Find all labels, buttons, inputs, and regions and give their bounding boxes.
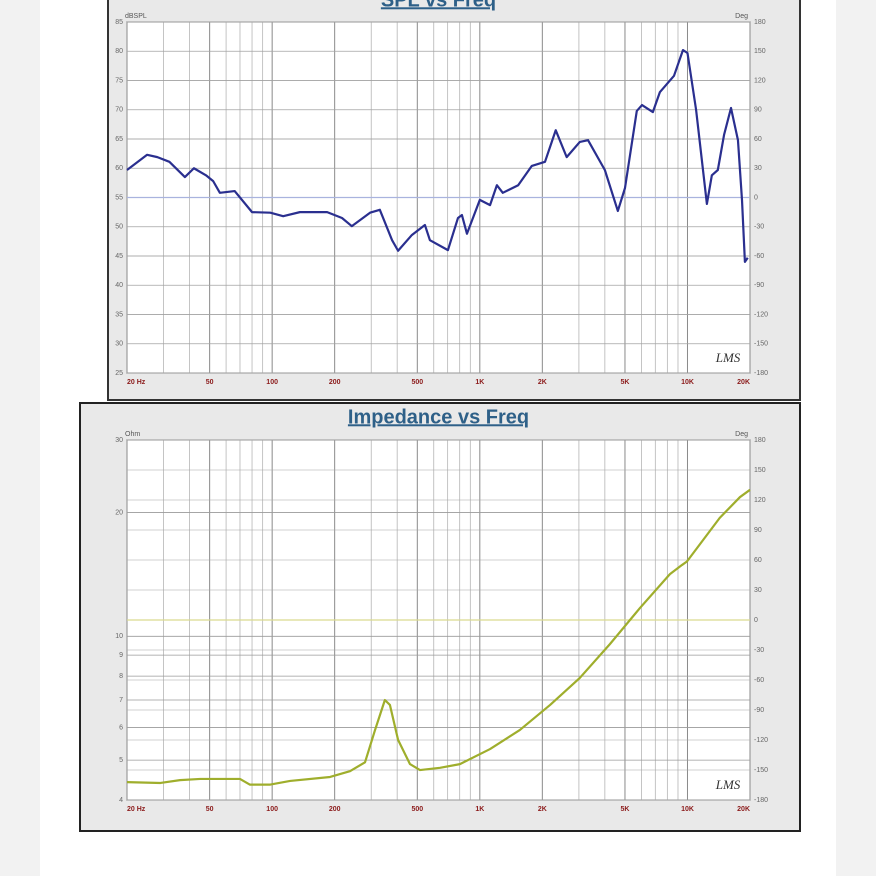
y2-tick-label: -120 — [754, 737, 768, 744]
y2-tick-label: 0 — [754, 194, 758, 201]
x-tick-label: 20 Hz — [127, 806, 146, 813]
x-tick-label: 200 — [329, 379, 341, 386]
y2-tick-label: -150 — [754, 341, 768, 348]
y-tick-label: 4 — [119, 797, 123, 804]
y2-tick-label: 120 — [754, 497, 766, 504]
watermark: LMS — [715, 777, 741, 792]
y-tick-label: 75 — [115, 77, 123, 84]
x-tick-label: 200 — [329, 806, 341, 813]
y-tick-label: 7 — [119, 697, 123, 704]
y-tick-label: 85 — [115, 19, 123, 26]
chart-title: Impedance vs Freq — [348, 406, 529, 428]
x-tick-label: 10K — [681, 379, 694, 386]
y-tick-label: 50 — [115, 224, 123, 231]
x-tick-label: 10K — [681, 806, 694, 813]
y2-tick-label: 180 — [754, 437, 766, 444]
y2-tick-label: -180 — [754, 797, 768, 804]
x-tick-label: 1K — [475, 379, 484, 386]
x-tick-label: 1K — [475, 806, 484, 813]
x-tick-label: 100 — [266, 379, 278, 386]
y2-tick-label: 60 — [754, 136, 762, 143]
y2-tick-label: -120 — [754, 311, 768, 318]
y2-tick-label: 150 — [754, 467, 766, 474]
x-tick-label: 2K — [538, 806, 547, 813]
y-tick-label: 30 — [115, 341, 123, 348]
y-tick-label: 65 — [115, 136, 123, 143]
y2-tick-label: -180 — [754, 370, 768, 377]
y-tick-label: 55 — [115, 194, 123, 201]
y-tick-label: 60 — [115, 165, 123, 172]
y2-tick-label: 90 — [754, 527, 762, 534]
x-tick-label: 20 Hz — [127, 379, 146, 386]
y2-axis-label: Deg — [735, 431, 748, 438]
x-tick-label: 50 — [206, 379, 214, 386]
x-tick-label: 100 — [266, 806, 278, 813]
y2-tick-label: -90 — [754, 707, 764, 714]
y2-tick-label: 30 — [754, 165, 762, 172]
y-tick-label: 70 — [115, 107, 123, 114]
y-tick-label: 6 — [119, 724, 123, 731]
series-line — [126, 48, 749, 263]
watermark: LMS — [715, 350, 741, 365]
y-axis-label: Ohm — [125, 431, 140, 438]
x-tick-label: 50 — [206, 806, 214, 813]
y2-tick-label: -90 — [754, 282, 764, 289]
y2-tick-label: -60 — [754, 253, 764, 260]
y-axis-label: dBSPL — [125, 13, 147, 20]
y-tick-label: 40 — [115, 282, 123, 289]
y2-tick-label: -30 — [754, 224, 764, 231]
x-tick-label: 2K — [538, 379, 547, 386]
y-tick-label: 80 — [115, 48, 123, 55]
y2-tick-label: 30 — [754, 587, 762, 594]
y2-tick-label: -150 — [754, 767, 768, 774]
y2-tick-label: 90 — [754, 107, 762, 114]
chart-title: SPL vs Freq — [381, 0, 496, 11]
y-tick-label: 35 — [115, 311, 123, 318]
y-tick-label: 30 — [115, 437, 123, 444]
y2-tick-label: -60 — [754, 677, 764, 684]
y-tick-label: 9 — [119, 652, 123, 659]
y2-tick-label: 60 — [754, 557, 762, 564]
y-tick-label: 20 — [115, 509, 123, 516]
y-tick-label: 45 — [115, 253, 123, 260]
y2-tick-label: 150 — [754, 48, 766, 55]
series-line — [126, 488, 751, 786]
y-tick-label: 10 — [115, 633, 123, 640]
y2-axis-label: Deg — [735, 13, 748, 20]
y2-tick-label: 180 — [754, 19, 766, 26]
y2-tick-label: 120 — [754, 77, 766, 84]
x-tick-label: 20K — [737, 806, 750, 813]
y-tick-label: 5 — [119, 757, 123, 764]
x-tick-label: 20K — [737, 379, 750, 386]
y2-tick-label: 0 — [754, 617, 758, 624]
x-tick-label: 500 — [411, 379, 423, 386]
y2-tick-label: -30 — [754, 647, 764, 654]
y-tick-label: 25 — [115, 370, 123, 377]
x-tick-label: 5K — [620, 379, 629, 386]
x-tick-label: 500 — [411, 806, 423, 813]
y-tick-label: 8 — [119, 673, 123, 680]
x-tick-label: 5K — [620, 806, 629, 813]
